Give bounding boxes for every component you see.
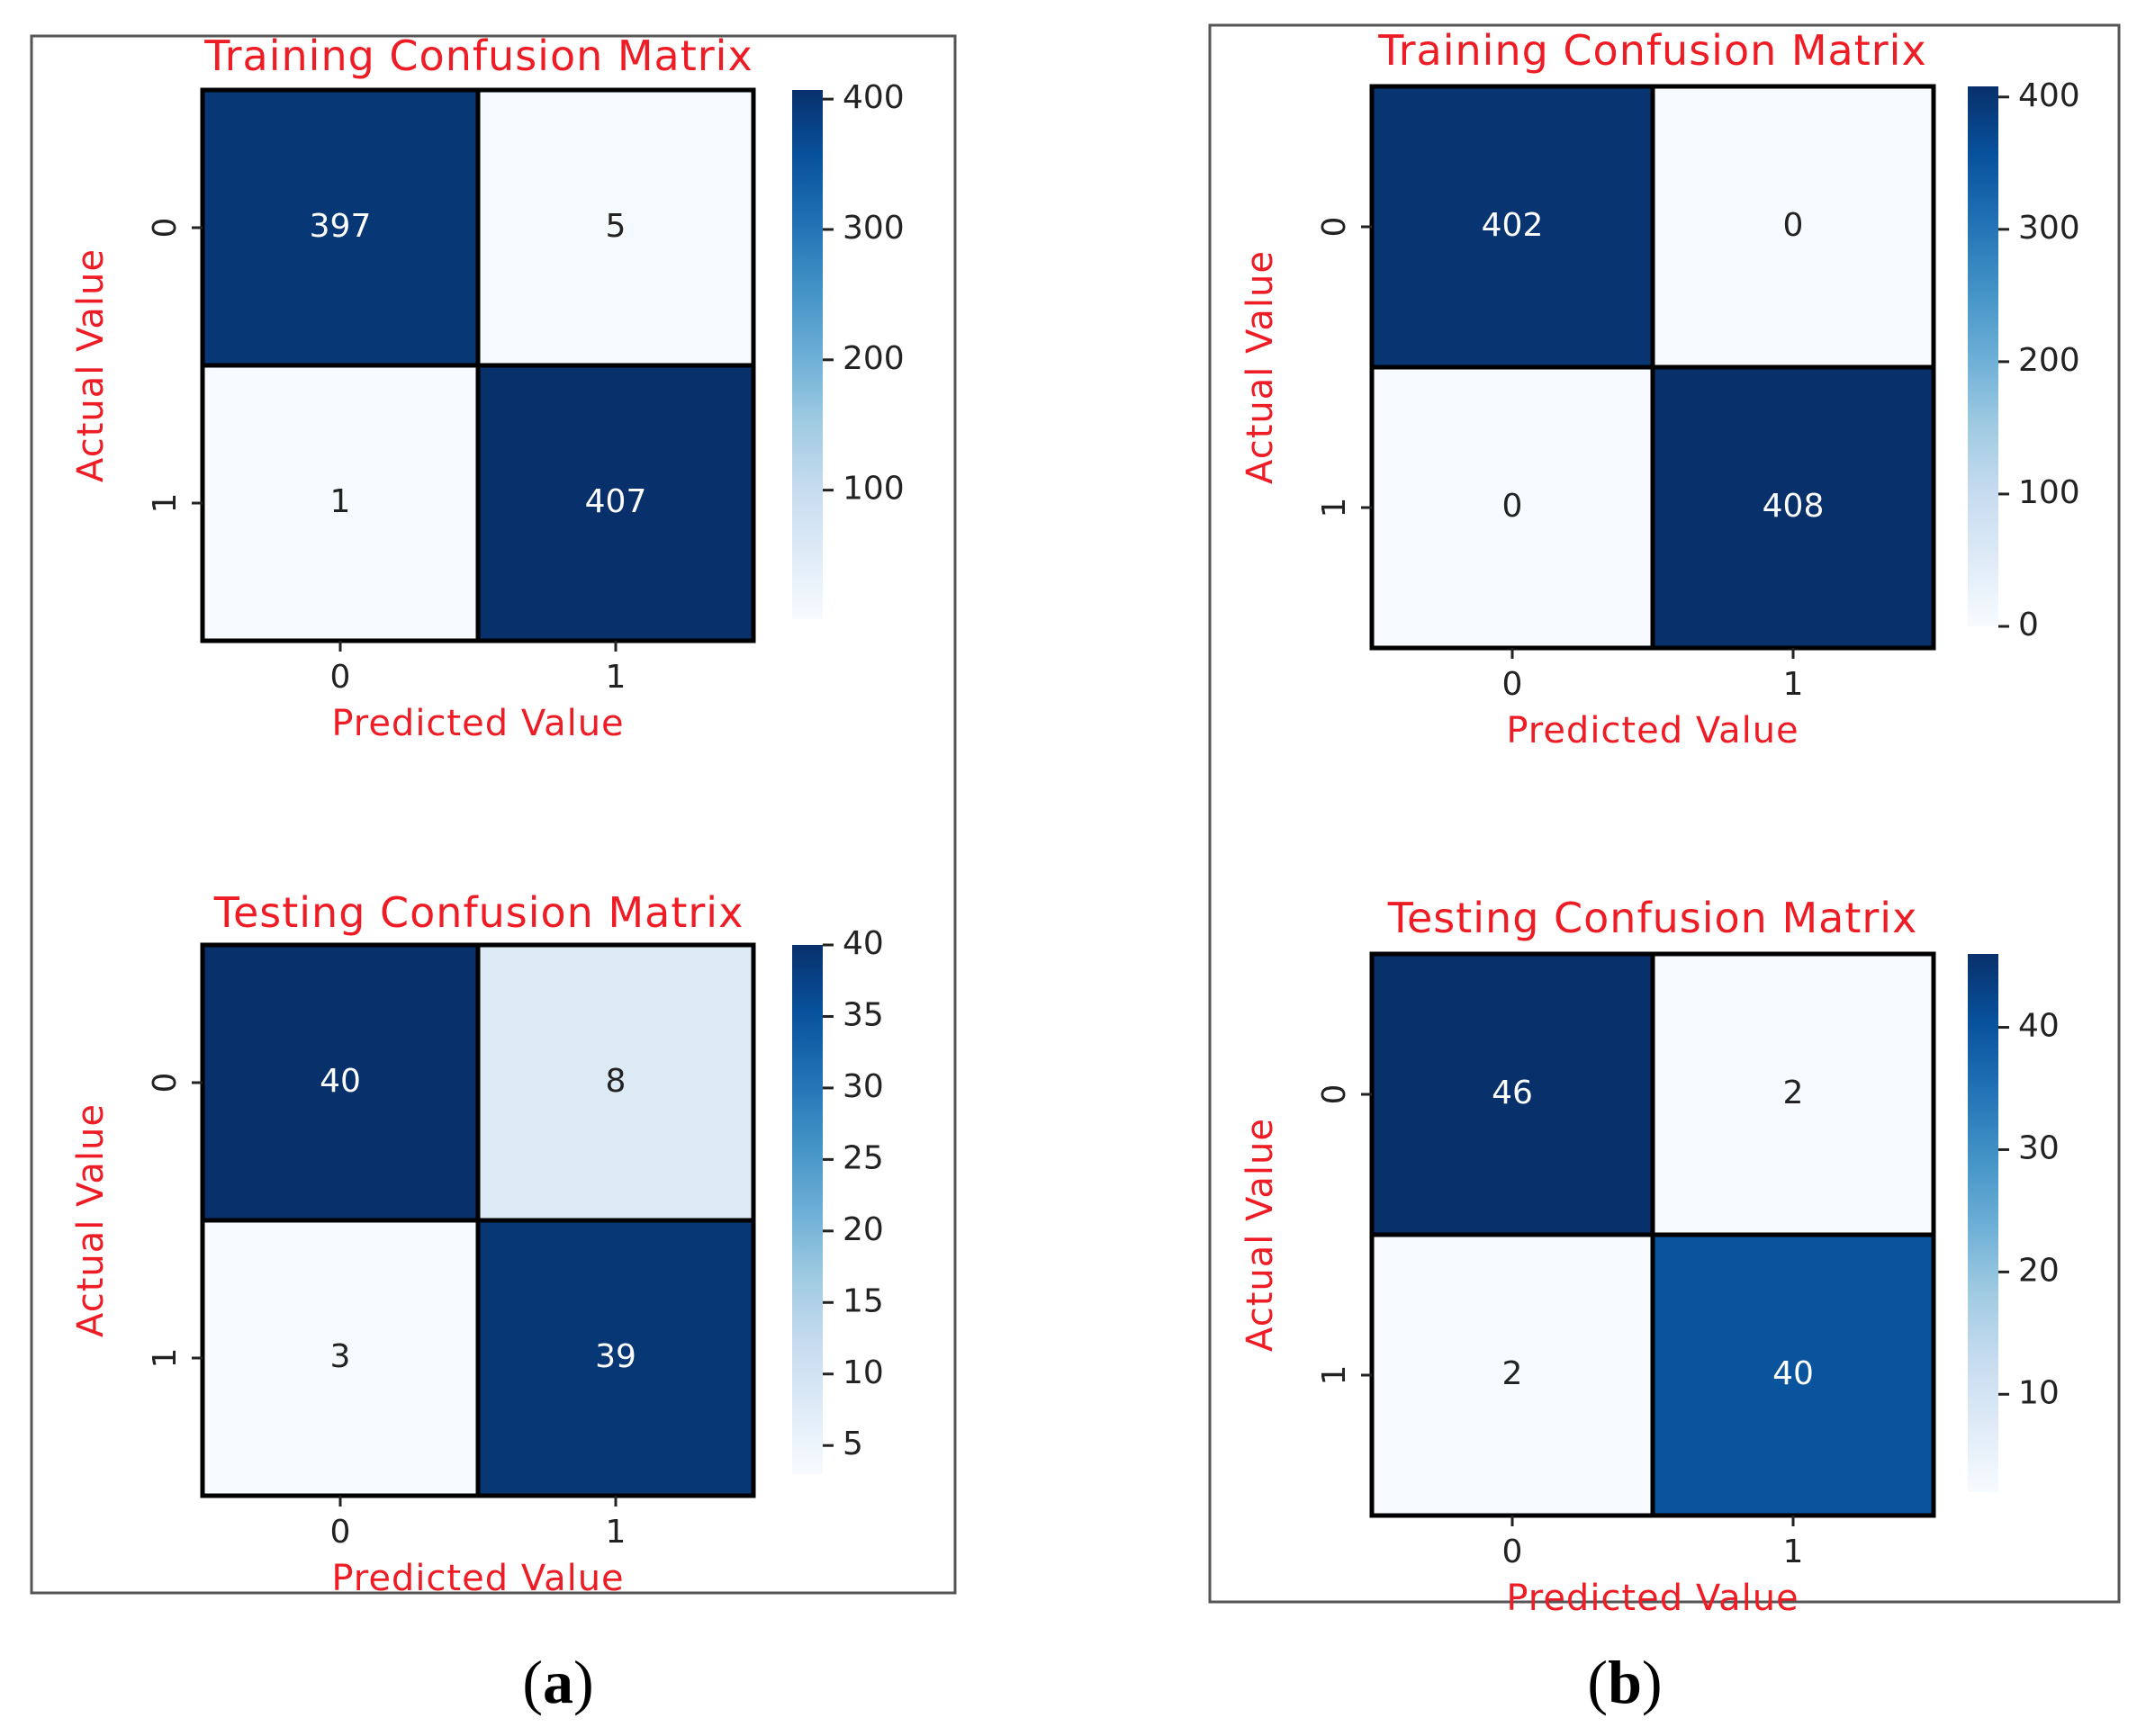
- y-axis-label: Actual Value: [1240, 1118, 1281, 1352]
- y-tick-label: 1: [147, 1348, 184, 1369]
- colorbar-tick-label: 100: [2018, 474, 2080, 511]
- cell-value-label: 402: [1482, 207, 1544, 244]
- y-tick-label: 0: [1316, 1084, 1353, 1105]
- cell-value-label: 0: [1783, 207, 1804, 244]
- colorbar-tick-label: 10: [2018, 1374, 2060, 1411]
- x-tick-label: 0: [330, 1514, 351, 1551]
- colorbar-tick-label: 30: [2018, 1129, 2060, 1166]
- colorbar-tick-label: 400: [2018, 77, 2080, 114]
- chart-b-training: Training Confusion Matrix 402 0 0 408 0 1 0 1 Pre…: [1240, 26, 2080, 751]
- y-tick-label: 1: [147, 493, 184, 514]
- colorbar-tick-label: 20: [843, 1211, 884, 1248]
- cell-value-label: 3: [330, 1338, 351, 1375]
- heatmap-cell: [1369, 84, 1655, 370]
- y-axis-label: Actual Value: [70, 1103, 112, 1337]
- colorbar-tick-label: 5: [843, 1426, 863, 1462]
- chart-a-training: Training Confusion Matrix 397 5 1 407 0 1 0 1 Pre…: [70, 31, 905, 744]
- cell-value-label: 39: [595, 1338, 636, 1375]
- x-axis-label: Predicted Value: [1506, 710, 1799, 751]
- x-tick-label: 0: [330, 659, 351, 696]
- heatmap-cell: [1369, 951, 1655, 1237]
- y-tick-label: 0: [1316, 217, 1353, 238]
- x-tick-label: 1: [1783, 666, 1804, 703]
- caption-b: (b): [1587, 1648, 1662, 1716]
- x-tick-label: 0: [1502, 1534, 1523, 1570]
- colorbar: [792, 945, 823, 1474]
- heatmap-cell: [1650, 84, 1936, 370]
- colorbar-tick-label: 35: [843, 996, 884, 1033]
- cell-value-label: 407: [585, 483, 647, 520]
- colorbar: [1968, 86, 1998, 626]
- colorbar-tick-label: 40: [2018, 1008, 2060, 1045]
- y-tick-label: 1: [1316, 498, 1353, 518]
- heatmap-cell: [200, 87, 481, 368]
- x-tick-label: 0: [1502, 666, 1523, 703]
- cell-value-label: 46: [1492, 1075, 1533, 1111]
- cell-value-label: 40: [320, 1063, 361, 1100]
- caption-a: (a): [522, 1648, 593, 1716]
- x-axis-label: Predicted Value: [1506, 1578, 1799, 1619]
- chart-title: Training Confusion Matrix: [203, 31, 753, 80]
- x-axis-label: Predicted Value: [331, 703, 624, 744]
- colorbar-tick-label: 400: [843, 79, 905, 116]
- panel-a-frame: [30, 34, 957, 1595]
- chart-title: Testing Confusion Matrix: [213, 888, 744, 937]
- heatmap-cell: [1650, 1232, 1936, 1518]
- cell-value-label: 408: [1763, 488, 1825, 525]
- cell-value-label: 2: [1502, 1355, 1523, 1392]
- heatmap-cell: [200, 942, 481, 1223]
- colorbar-tick-label: 25: [843, 1139, 884, 1176]
- x-axis-label: Predicted Value: [331, 1558, 624, 1599]
- colorbar-tick-label: 0: [2018, 607, 2039, 643]
- y-tick-label: 1: [1316, 1365, 1353, 1386]
- y-axis-label: Actual Value: [1240, 250, 1281, 484]
- cell-value-label: 1: [330, 483, 351, 520]
- panel-b-frame: [1208, 23, 2121, 1604]
- chart-title: Testing Confusion Matrix: [1387, 894, 1918, 942]
- colorbar-tick-label: 200: [2018, 342, 2080, 379]
- heatmap-cell: [200, 363, 481, 643]
- cell-value-label: 8: [606, 1063, 627, 1100]
- colorbar-tick-label: 30: [843, 1068, 884, 1105]
- colorbar-tick-label: 10: [843, 1354, 884, 1391]
- heatmap-cell: [475, 363, 756, 643]
- colorbar: [1968, 954, 1998, 1492]
- heatmap-cell: [1650, 951, 1936, 1237]
- cell-value-label: 2: [1783, 1075, 1804, 1111]
- cell-value-label: 5: [606, 208, 627, 245]
- cell-value-label: 0: [1502, 488, 1523, 525]
- colorbar-tick-label: 300: [843, 210, 905, 247]
- colorbar: [792, 90, 823, 619]
- chart-title: Training Confusion Matrix: [1377, 26, 1926, 75]
- x-tick-label: 1: [606, 1514, 627, 1551]
- cell-value-label: 397: [310, 208, 372, 245]
- cell-value-label: 40: [1772, 1355, 1814, 1392]
- y-tick-label: 0: [147, 1073, 184, 1093]
- heatmap-cell: [475, 1218, 756, 1498]
- y-axis-label: Actual Value: [70, 248, 112, 482]
- colorbar-tick-label: 20: [2018, 1252, 2060, 1289]
- x-tick-label: 1: [606, 659, 627, 696]
- colorbar-tick-label: 100: [843, 471, 905, 508]
- colorbar-tick-label: 300: [2018, 210, 2080, 247]
- colorbar-tick-label: 15: [843, 1282, 884, 1319]
- colorbar-tick-label: 40: [843, 925, 884, 962]
- colorbar-tick-label: 200: [843, 340, 905, 377]
- x-tick-label: 1: [1783, 1534, 1804, 1570]
- y-tick-label: 0: [147, 218, 184, 238]
